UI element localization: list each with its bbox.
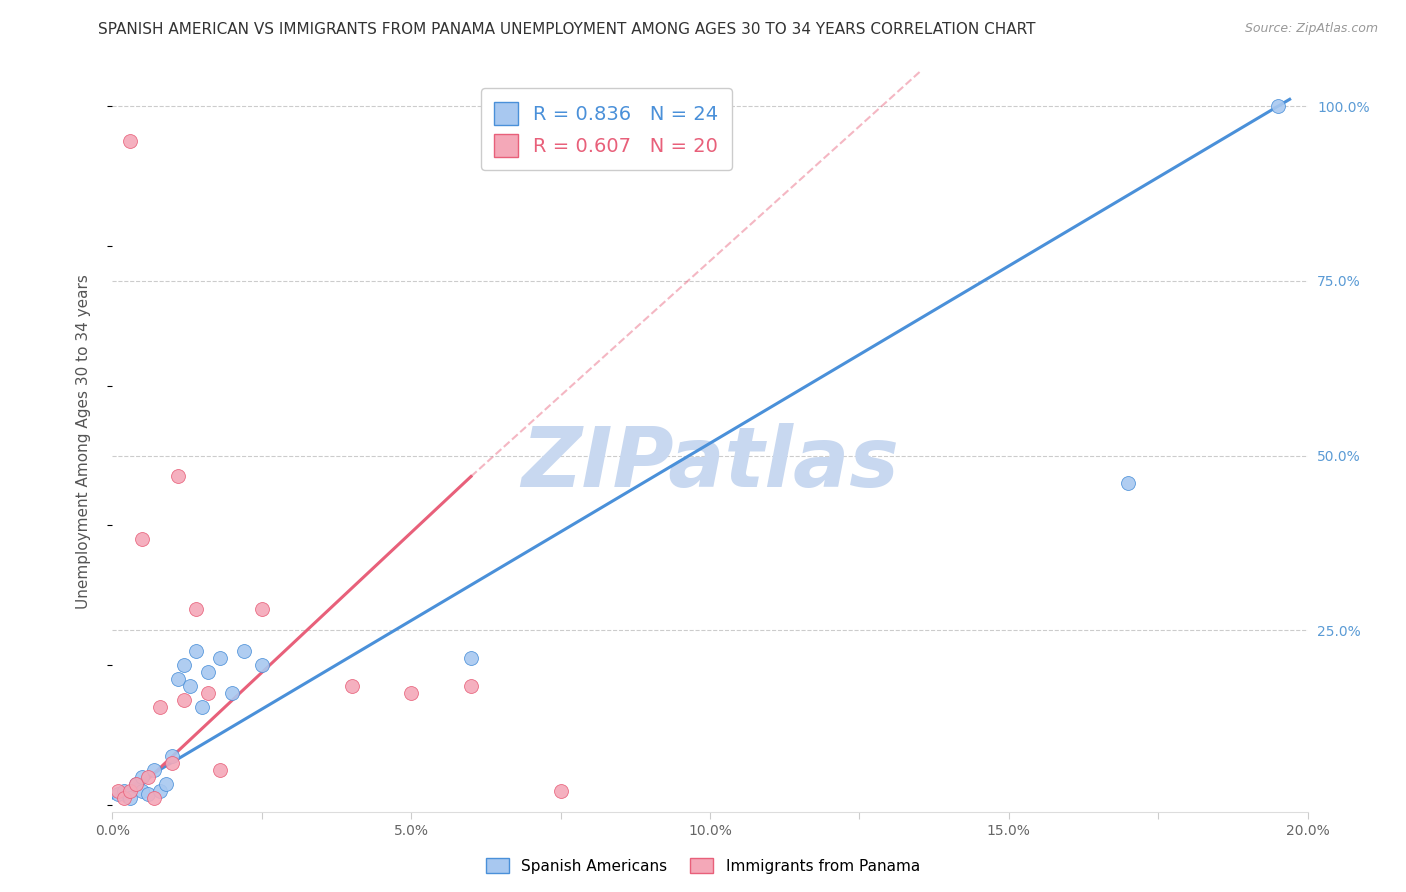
Point (107, 784, 129, 798)
Point (162, 748, 183, 763)
Point (401, 686, 423, 700)
Point (179, 679, 201, 693)
Point (1118, 476, 1140, 491)
Point (167, 469, 190, 483)
Point (186, 644, 208, 658)
Point (143, 763, 166, 777)
Point (250, 602, 273, 616)
Legend: R = 0.836   N = 24, R = 0.607   N = 20: R = 0.836 N = 24, R = 0.607 N = 20 (481, 88, 733, 170)
Point (167, 672, 190, 686)
Point (209, 763, 232, 777)
Text: Source: ZipAtlas.com: Source: ZipAtlas.com (1244, 22, 1378, 36)
Point (233, 644, 256, 658)
Point (197, 665, 219, 679)
Point (340, 679, 363, 693)
Point (138, 787, 160, 801)
Point (550, 784, 572, 798)
Point (131, 770, 153, 784)
Point (191, 700, 214, 714)
Point (149, 784, 172, 798)
Y-axis label: Unemployment Among Ages 30 to 34 years: Unemployment Among Ages 30 to 34 years (76, 274, 91, 609)
Point (143, 790, 166, 805)
Point (460, 651, 482, 665)
Point (221, 686, 243, 700)
Point (125, 777, 148, 791)
Point (120, 134, 142, 148)
Text: SPANISH AMERICAN VS IMMIGRANTS FROM PANAMA UNEMPLOYMENT AMONG AGES 30 TO 34 YEAR: SPANISH AMERICAN VS IMMIGRANTS FROM PANA… (98, 22, 1036, 37)
Point (107, 787, 129, 801)
Legend: Spanish Americans, Immigrants from Panama: Spanish Americans, Immigrants from Panam… (479, 852, 927, 880)
Point (1267, 99, 1289, 113)
Point (209, 651, 232, 665)
Point (197, 686, 219, 700)
Point (131, 533, 153, 547)
Text: ZIPatlas: ZIPatlas (522, 423, 898, 504)
Point (186, 602, 208, 616)
Point (460, 679, 482, 693)
Point (131, 784, 153, 798)
Point (173, 693, 195, 707)
Point (155, 777, 177, 791)
Point (173, 658, 195, 673)
Point (125, 777, 148, 791)
Point (120, 790, 142, 805)
Point (250, 658, 273, 673)
Point (162, 756, 183, 770)
Point (120, 784, 142, 798)
Point (114, 790, 135, 805)
Point (114, 784, 135, 798)
Point (138, 770, 160, 784)
Point (149, 700, 172, 714)
